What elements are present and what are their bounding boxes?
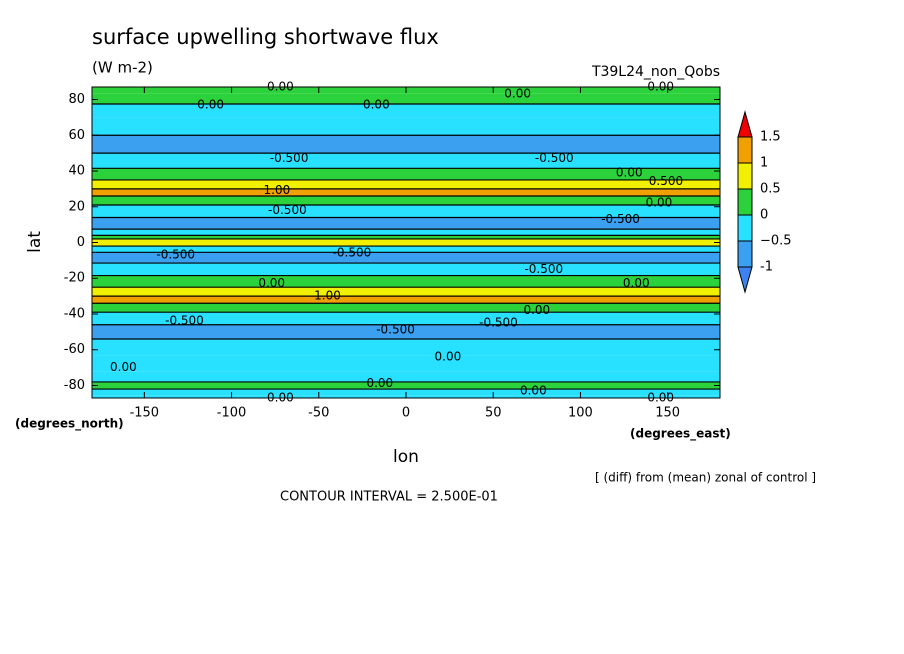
contour-label: -0.500 xyxy=(333,246,372,260)
contour-band xyxy=(92,324,720,340)
y-tick-label: 20 xyxy=(68,199,85,214)
colorbar-label: 1 xyxy=(760,156,768,171)
contour-band xyxy=(92,296,720,304)
colorbar-segment xyxy=(737,136,753,164)
contour-label: -0.500 xyxy=(601,212,640,226)
contour-label: -0.500 xyxy=(268,203,307,217)
y-tick-label: -40 xyxy=(64,306,85,321)
colorbar-label: -1 xyxy=(760,260,773,275)
colorbar-label: −0.5 xyxy=(760,234,792,249)
y-tick-label: -60 xyxy=(64,342,85,357)
contour-label: 0.00 xyxy=(520,383,547,397)
contour-band xyxy=(92,355,720,372)
x-axis-label: lon xyxy=(393,447,419,467)
colorbar-arrow xyxy=(737,266,753,294)
y-tick-label: 60 xyxy=(68,128,85,143)
note: [ (diff) from (mean) zonal of control ] xyxy=(595,471,816,485)
y-tick-label: 40 xyxy=(68,164,85,179)
contour-label: 1.00 xyxy=(264,183,291,197)
colorbar-segment xyxy=(737,240,753,268)
contour-band xyxy=(92,135,720,154)
colorbar-label: 0.5 xyxy=(760,182,781,197)
contour-band xyxy=(92,196,720,205)
contour-label: -0.500 xyxy=(535,151,574,165)
y-unit: (degrees_north) xyxy=(15,417,124,432)
contour-band xyxy=(92,103,720,118)
contour-label: 0.00 xyxy=(616,165,643,179)
contour-label: 0.00 xyxy=(623,276,650,290)
contour-band xyxy=(92,168,720,180)
contour-label: 0.00 xyxy=(646,196,673,210)
contour-label: 0.00 xyxy=(504,87,531,101)
contour-band xyxy=(92,217,720,230)
colorbar-label: 1.5 xyxy=(760,130,781,145)
x-tick-label: 50 xyxy=(485,406,502,421)
x-tick-label: -100 xyxy=(217,406,247,421)
y-tick-label: -80 xyxy=(64,378,85,393)
run-name: T39L24_non_Qobs xyxy=(591,64,720,80)
contour-band xyxy=(92,303,720,313)
colorbar-segment xyxy=(737,188,753,216)
contour-band xyxy=(92,235,720,239)
contour-band xyxy=(92,246,720,253)
x-tick-label: 100 xyxy=(568,406,593,421)
y-axis-label: lat xyxy=(25,231,45,253)
contour-band xyxy=(92,252,720,264)
contour-band xyxy=(92,229,720,236)
contour-band xyxy=(92,381,720,390)
contour-interval: CONTOUR INTERVAL = 2.500E-01 xyxy=(280,490,498,505)
y-tick-label: -20 xyxy=(64,271,85,286)
chart-title: surface upwelling shortwave flux xyxy=(92,25,439,49)
contour-band xyxy=(92,339,720,356)
contour-band xyxy=(92,312,720,325)
colorbar-segment xyxy=(737,162,753,190)
colorbar-label: 0 xyxy=(760,208,768,223)
colorbar-segment xyxy=(737,214,753,242)
contour-band xyxy=(92,238,720,243)
contour-band xyxy=(92,179,720,189)
contour-label: 0.500 xyxy=(649,174,683,188)
x-tick-label: 0 xyxy=(402,406,410,421)
contour-label: 1.00 xyxy=(314,289,341,303)
chart-subtitle: (W m-2) xyxy=(92,59,153,77)
contour-band xyxy=(92,153,720,169)
x-tick-label: 150 xyxy=(655,406,680,421)
contour-label: 0.00 xyxy=(366,376,393,390)
contour-label: -0.500 xyxy=(270,151,309,165)
contour-label: 0.00 xyxy=(258,276,285,290)
contour-label: 0.00 xyxy=(110,360,137,374)
contour-label: 0.00 xyxy=(435,349,462,363)
contour-label: -0.500 xyxy=(524,262,563,276)
contour-band xyxy=(92,242,720,247)
x-tick-label: -150 xyxy=(130,406,160,421)
x-tick-label: -50 xyxy=(308,406,329,421)
contour-label: -0.500 xyxy=(479,315,518,329)
contour-band xyxy=(92,275,720,288)
y-tick-label: 80 xyxy=(68,92,85,107)
contour-label: 0.00 xyxy=(197,97,224,111)
contour-band xyxy=(92,188,720,197)
y-tick-label: 0 xyxy=(77,235,85,250)
contour-label: -0.500 xyxy=(165,314,204,328)
contour-band xyxy=(92,371,720,382)
contour-label: -0.500 xyxy=(156,248,195,262)
contour-label: 0.00 xyxy=(363,97,390,111)
contour-band xyxy=(92,117,720,136)
contour-band xyxy=(92,263,720,276)
contour-band xyxy=(92,93,720,104)
contour-band xyxy=(92,204,720,218)
contour-label: -0.500 xyxy=(376,323,415,337)
colorbar-arrow xyxy=(737,110,753,138)
x-unit: (degrees_east) xyxy=(630,427,731,442)
contour-label: 0.00 xyxy=(523,303,550,317)
contour-band xyxy=(92,287,720,297)
